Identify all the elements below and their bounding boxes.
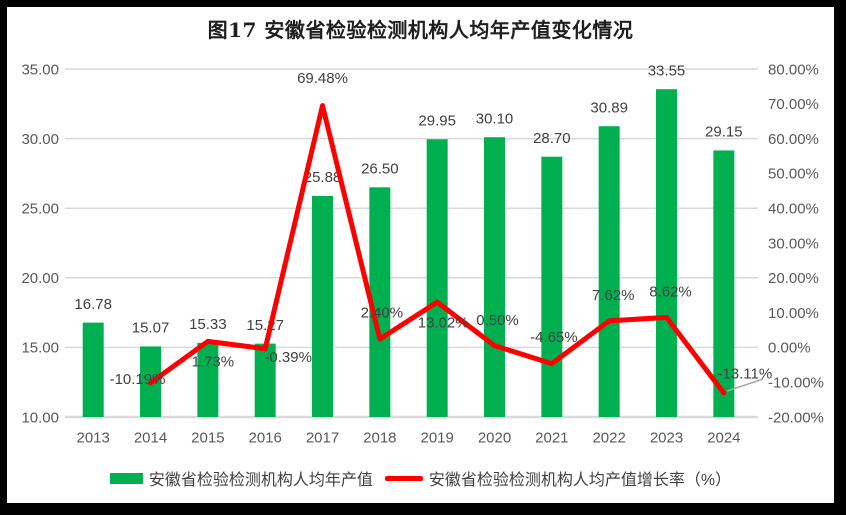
legend-line-label: 安徽省检验检测机构人均产值增长率（%） bbox=[428, 472, 732, 489]
y-right-tick-label: -10.00% bbox=[768, 374, 824, 391]
line-label-2018: 2.40% bbox=[361, 304, 404, 321]
bar-2023 bbox=[656, 89, 677, 418]
line-label-2019: 13.02% bbox=[418, 314, 469, 331]
bar-label-2020: 30.10 bbox=[476, 110, 514, 127]
x-tick-label: 2017 bbox=[306, 429, 339, 446]
bar-label-2023: 33.55 bbox=[648, 62, 686, 79]
bar-label-2022: 30.89 bbox=[590, 99, 628, 116]
line-label-2015: 1.73% bbox=[192, 354, 235, 371]
bar-2017 bbox=[312, 195, 334, 417]
x-tick-label: 2022 bbox=[592, 429, 625, 446]
growth-rate-line bbox=[148, 103, 727, 396]
chart-title: 图17 安徽省检验检测机构人均年产值变化情况 bbox=[207, 18, 634, 42]
x-tick-label: 2021 bbox=[535, 429, 568, 446]
bar-label-2014: 15.07 bbox=[132, 320, 170, 337]
x-tick-label: 2023 bbox=[650, 429, 683, 446]
bar-label-2013: 16.78 bbox=[74, 296, 112, 313]
bar-label-2016: 15.27 bbox=[246, 317, 284, 334]
y-right-tick-label: 40.00% bbox=[768, 200, 819, 217]
y-left-tick-label: 10.00 bbox=[21, 409, 59, 426]
y-left-tick-label: 20.00 bbox=[21, 270, 59, 287]
line-label-2016: -0.39% bbox=[264, 349, 312, 366]
y-right-tick-label: 50.00% bbox=[768, 166, 819, 183]
y-right-tick-label: 60.00% bbox=[768, 131, 819, 148]
y-right-tick-label: 80.00% bbox=[768, 61, 819, 78]
y-right-tick-label: 10.00% bbox=[768, 305, 819, 322]
legend-line-swatch-icon bbox=[384, 475, 423, 481]
line-label-2014: -10.19% bbox=[110, 371, 166, 388]
bar-label-2024: 29.15 bbox=[705, 124, 743, 141]
x-tick-label: 2018 bbox=[363, 429, 396, 446]
y-left-tick-label: 30.00 bbox=[21, 131, 59, 148]
legend-bar-label: 安徽省检验检测机构人均年产值 bbox=[148, 472, 373, 489]
bar-label-2017: 25.88 bbox=[304, 169, 342, 186]
y-right-tick-label: 30.00% bbox=[768, 235, 819, 252]
y-right-tick-label: -20.00% bbox=[768, 409, 824, 426]
x-tick-label: 2016 bbox=[249, 429, 282, 446]
legend: 安徽省检验检测机构人均年产值 安徽省检验检测机构人均产值增长率（%） bbox=[7, 466, 834, 490]
bar-2022 bbox=[598, 126, 620, 418]
bar-label-2019: 29.95 bbox=[418, 113, 456, 130]
line-label-2021: -4.65% bbox=[530, 329, 578, 346]
line-label-2022: 7.62% bbox=[592, 287, 635, 304]
label-leader-line bbox=[726, 378, 764, 392]
x-tick-label: 2015 bbox=[191, 429, 224, 446]
y-left-tick-label: 15.00 bbox=[21, 340, 59, 357]
y-right-tick-label: 0.00% bbox=[768, 340, 811, 357]
bar-2020 bbox=[484, 137, 506, 417]
x-tick-label: 2024 bbox=[707, 429, 740, 446]
bar-2024 bbox=[713, 150, 735, 417]
line-label-2024: -13.11% bbox=[717, 365, 772, 382]
legend-bar-swatch-icon bbox=[109, 472, 143, 484]
bar-2021 bbox=[541, 156, 563, 418]
line-label-2020: 0.50% bbox=[476, 312, 519, 329]
bar-label-2015: 15.33 bbox=[189, 316, 227, 333]
y-right-tick-label: 70.00% bbox=[768, 96, 819, 113]
y-left-tick-label: 35.00 bbox=[21, 61, 59, 78]
x-tick-label: 2020 bbox=[478, 429, 511, 446]
line-label-2023: 8.62% bbox=[649, 284, 692, 301]
bar-2013 bbox=[82, 322, 104, 417]
chart-background bbox=[7, 7, 834, 503]
y-right-tick-label: 20.00% bbox=[768, 270, 819, 287]
line-label-2017: 69.48% bbox=[297, 70, 348, 87]
bar-label-2021: 28.70 bbox=[533, 130, 571, 147]
bar-2015 bbox=[197, 342, 219, 417]
bar-2018 bbox=[369, 187, 391, 417]
bar-2019 bbox=[426, 139, 448, 417]
bar-label-2018: 26.50 bbox=[361, 161, 399, 178]
x-tick-label: 2013 bbox=[77, 429, 110, 446]
bar-2016 bbox=[254, 343, 276, 417]
x-tick-label: 2014 bbox=[134, 429, 167, 446]
y-left-tick-label: 25.00 bbox=[21, 200, 59, 217]
x-tick-label: 2019 bbox=[420, 429, 453, 446]
